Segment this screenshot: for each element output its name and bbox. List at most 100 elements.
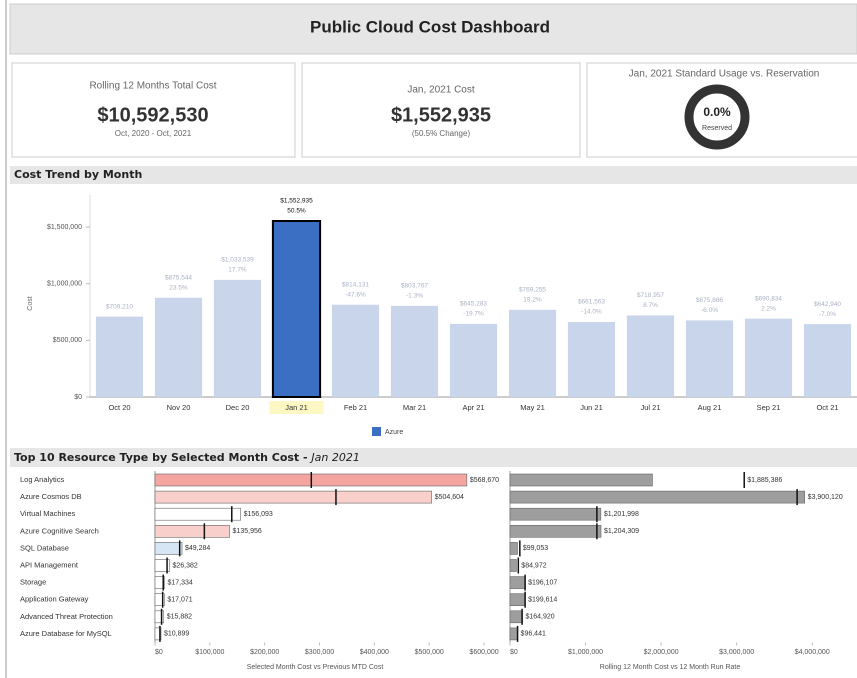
row-label: SQL Database bbox=[20, 543, 69, 552]
bar-value-label: $99,053 bbox=[523, 545, 548, 552]
x-tick-label: $100,000 bbox=[195, 649, 224, 656]
bar-value-label: $675,886 bbox=[696, 297, 723, 304]
bar-value-label: $803,767 bbox=[401, 283, 428, 290]
kpi-note: Oct, 2020 - Oct, 2021 bbox=[115, 129, 192, 138]
kpi-card bbox=[11, 62, 296, 158]
bar bbox=[509, 610, 523, 624]
section-bar bbox=[10, 166, 857, 184]
x-tick-label: Oct 20 bbox=[108, 403, 130, 412]
bar bbox=[95, 316, 144, 397]
kpi-label: Jan, 2021 Cost bbox=[407, 85, 474, 96]
bar bbox=[509, 507, 602, 521]
bar bbox=[154, 524, 230, 538]
kpi-value: $1,552,935 bbox=[391, 104, 491, 126]
x-tick-label: Jul 21 bbox=[640, 403, 660, 412]
bar-value-label: $1,033,539 bbox=[221, 257, 254, 264]
bar-value-label: $96,441 bbox=[521, 631, 546, 638]
x-axis-label: Selected Month Cost vs Previous MTD Cost bbox=[247, 664, 384, 671]
bar bbox=[509, 559, 517, 572]
row-label: Application Gateway bbox=[20, 595, 89, 604]
bar bbox=[803, 324, 852, 397]
bar bbox=[154, 593, 165, 607]
bar bbox=[213, 279, 262, 397]
x-tick-label: Mar 21 bbox=[403, 403, 426, 412]
bar bbox=[154, 627, 162, 641]
x-tick-label: Apr 21 bbox=[462, 403, 484, 412]
x-tick-label: $400,000 bbox=[360, 649, 389, 656]
row-label: Azure Cognitive Search bbox=[20, 526, 99, 535]
bar bbox=[626, 315, 675, 397]
bar bbox=[509, 524, 602, 538]
row-label: API Management bbox=[20, 560, 79, 569]
x-tick-label: $500,000 bbox=[415, 649, 444, 656]
bar-change-label: 50.5% bbox=[287, 208, 306, 215]
x-tick-label: $2,000,000 bbox=[644, 649, 679, 656]
legend-label: Azure bbox=[385, 429, 403, 436]
y-tick-label: $1,000,000 bbox=[47, 281, 82, 288]
x-tick-label: $200,000 bbox=[250, 649, 279, 656]
bar bbox=[744, 318, 793, 397]
bar-change-label: 23.5% bbox=[169, 284, 188, 291]
bar-value-label: $718,957 bbox=[637, 292, 664, 299]
bar-change-label: -47.6% bbox=[345, 291, 366, 298]
bar bbox=[509, 490, 805, 504]
section-title-text: Top 10 Resource Type by Selected Month C… bbox=[14, 451, 311, 464]
bar-value-label: $156,093 bbox=[244, 511, 273, 518]
bar-value-label: $196,107 bbox=[528, 579, 557, 586]
section-title: Top 10 Resource Type by Selected Month C… bbox=[14, 451, 360, 464]
x-tick-label: Jan 21 bbox=[285, 403, 308, 412]
bar-change-label: -7.0% bbox=[819, 311, 836, 318]
bar bbox=[154, 490, 433, 504]
bar-change-label: -6.0% bbox=[701, 307, 718, 314]
bar-value-label: $199,614 bbox=[528, 597, 557, 604]
bar-value-label: $814,131 bbox=[342, 281, 369, 288]
x-tick-label: Aug 21 bbox=[698, 403, 722, 412]
bar bbox=[567, 322, 616, 397]
section-title: Cost Trend by Month bbox=[14, 168, 142, 181]
x-tick-label: $0 bbox=[155, 649, 163, 656]
bar-value-label: $709,210 bbox=[106, 303, 133, 310]
bar-value-label: $504,604 bbox=[435, 494, 464, 501]
x-tick-label: $300,000 bbox=[305, 649, 334, 656]
bar-value-label: $164,920 bbox=[525, 614, 554, 621]
legend-swatch bbox=[372, 427, 381, 436]
bar-value-label: $690,834 bbox=[755, 295, 782, 302]
bar-value-label: $1,552,935 bbox=[280, 198, 313, 205]
kpi-label: Jan, 2021 Standard Usage vs. Reservation bbox=[629, 69, 820, 80]
bar-value-label: $1,201,998 bbox=[604, 511, 639, 518]
bar bbox=[508, 309, 557, 397]
x-tick-label: $1,000,000 bbox=[568, 649, 603, 656]
bar-value-label: $642,940 bbox=[814, 301, 841, 308]
bar-value-label: $568,670 bbox=[470, 477, 499, 484]
bar bbox=[154, 542, 183, 555]
x-tick-label: Feb 21 bbox=[344, 403, 367, 412]
x-tick-label: Dec 20 bbox=[226, 403, 250, 412]
x-tick-label: $0 bbox=[510, 649, 518, 656]
row-label: Azure Database for MySQL bbox=[20, 629, 112, 638]
x-tick-label: Sep 21 bbox=[757, 403, 781, 412]
bar-value-label: $84,972 bbox=[521, 562, 546, 569]
bar bbox=[685, 320, 734, 397]
bar-change-label: 17.7% bbox=[228, 267, 247, 274]
bar bbox=[509, 627, 518, 641]
bar bbox=[154, 559, 170, 572]
bar bbox=[449, 323, 498, 397]
dashboard-title: Public Cloud Cost Dashboard bbox=[310, 17, 550, 36]
y-tick-label: $500,000 bbox=[53, 337, 82, 344]
kpi-card bbox=[301, 62, 581, 158]
header-bar bbox=[9, 3, 857, 55]
bar-change-label: -14.0% bbox=[581, 309, 602, 316]
bar-value-label: $17,334 bbox=[168, 579, 193, 586]
bar bbox=[390, 305, 439, 397]
bar-value-label: $645,283 bbox=[460, 301, 487, 308]
bar-value-label: $661,563 bbox=[578, 299, 605, 306]
bar-change-label: 8.7% bbox=[643, 302, 658, 309]
x-tick-label: May 21 bbox=[520, 403, 545, 412]
y-axis-label: Cost bbox=[27, 296, 34, 310]
x-tick-label: Jun 21 bbox=[580, 403, 603, 412]
bar bbox=[509, 593, 526, 607]
bar bbox=[154, 610, 165, 624]
bar-value-label: $769,255 bbox=[519, 287, 546, 294]
bar-value-label: $3,900,120 bbox=[808, 494, 843, 501]
